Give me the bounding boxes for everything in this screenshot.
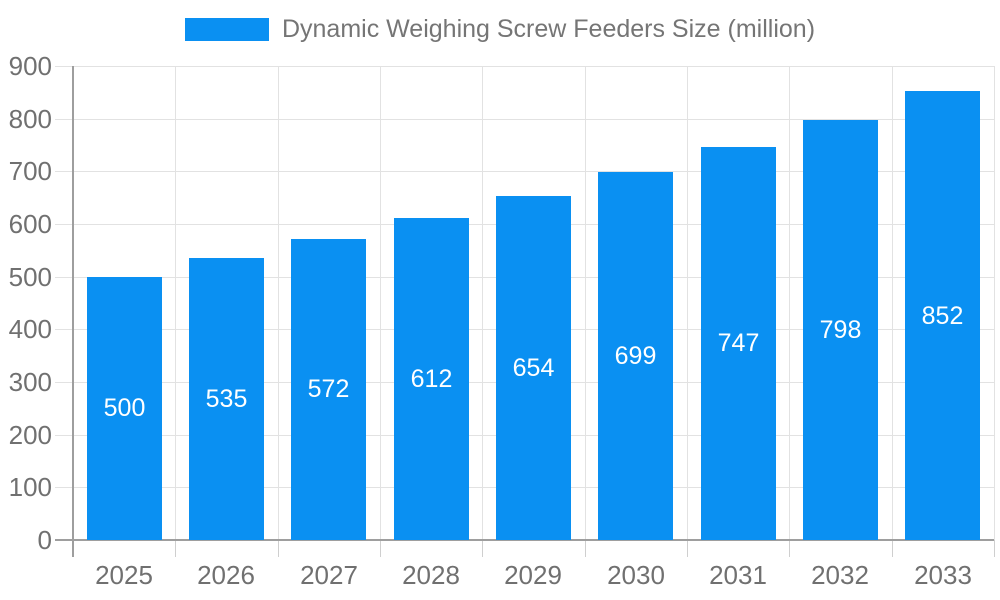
y-tick-label: 200: [8, 420, 52, 450]
bar[interactable]: [701, 147, 776, 540]
y-tick-label: 600: [8, 209, 52, 239]
bar[interactable]: [905, 91, 980, 540]
y-tick-label: 900: [8, 51, 52, 81]
legend-label: Dynamic Weighing Screw Feeders Size (mil…: [281, 15, 816, 43]
y-tick-label: 300: [8, 367, 52, 397]
x-axis-tick: [175, 540, 176, 557]
y-tick-label: 500: [8, 262, 52, 292]
bar-value-label: 747: [717, 329, 760, 357]
x-tick-label: 2033: [914, 560, 972, 590]
x-axis-tick: [482, 540, 483, 557]
bar[interactable]: [803, 120, 878, 540]
x-axis-tick: [585, 540, 586, 557]
x-tick-label: 2028: [402, 560, 460, 590]
bar-value-label: 535: [205, 385, 248, 413]
y-gridline: [55, 119, 994, 120]
x-gridline: [994, 66, 995, 540]
x-axis-tick: [380, 540, 381, 557]
legend-swatch: [184, 18, 269, 41]
x-tick-label: 2029: [504, 560, 562, 590]
bar[interactable]: [394, 218, 469, 540]
bar[interactable]: [291, 239, 366, 540]
x-gridline: [687, 66, 688, 540]
bar-value-label: 572: [307, 375, 350, 403]
y-tick-label: 700: [8, 156, 52, 186]
x-tick-label: 2026: [197, 560, 255, 590]
bar-value-label: 612: [410, 365, 453, 393]
x-gridline: [789, 66, 790, 540]
x-axis-tick: [994, 540, 995, 557]
x-tick-label: 2030: [607, 560, 665, 590]
x-gridline: [278, 66, 279, 540]
bar[interactable]: [496, 196, 571, 540]
x-axis-tick: [789, 540, 790, 557]
y-tick-label: 400: [8, 314, 52, 344]
bar-value-label: 852: [921, 302, 964, 330]
bar[interactable]: [598, 172, 673, 540]
x-gridline: [892, 66, 893, 540]
y-tick-label: 0: [37, 525, 52, 555]
bar-value-label: 654: [512, 354, 555, 382]
y-gridline: [55, 171, 994, 172]
x-tick-label: 2032: [811, 560, 869, 590]
x-gridline: [585, 66, 586, 540]
x-axis-tick: [278, 540, 279, 557]
y-tick-label: 100: [8, 472, 52, 502]
bar-value-label: 500: [103, 394, 146, 422]
x-tick-label: 2031: [709, 560, 767, 590]
x-axis-tick: [892, 540, 893, 557]
x-gridline: [175, 66, 176, 540]
x-gridline: [380, 66, 381, 540]
bar-value-label: 798: [819, 316, 862, 344]
bar-value-label: 699: [614, 342, 657, 370]
y-gridline: [55, 66, 994, 67]
legend-item[interactable]: Dynamic Weighing Screw Feeders Size (mil…: [184, 15, 816, 44]
x-tick-label: 2027: [300, 560, 358, 590]
y-axis-line: [72, 66, 74, 557]
x-tick-label: 2025: [95, 560, 153, 590]
bar[interactable]: [87, 277, 162, 540]
x-gridline: [482, 66, 483, 540]
legend: Dynamic Weighing Screw Feeders Size (mil…: [0, 15, 1000, 44]
bar[interactable]: [189, 258, 264, 540]
x-axis-tick: [687, 540, 688, 557]
y-tick-label: 800: [8, 104, 52, 134]
x-axis-line: [55, 539, 994, 541]
